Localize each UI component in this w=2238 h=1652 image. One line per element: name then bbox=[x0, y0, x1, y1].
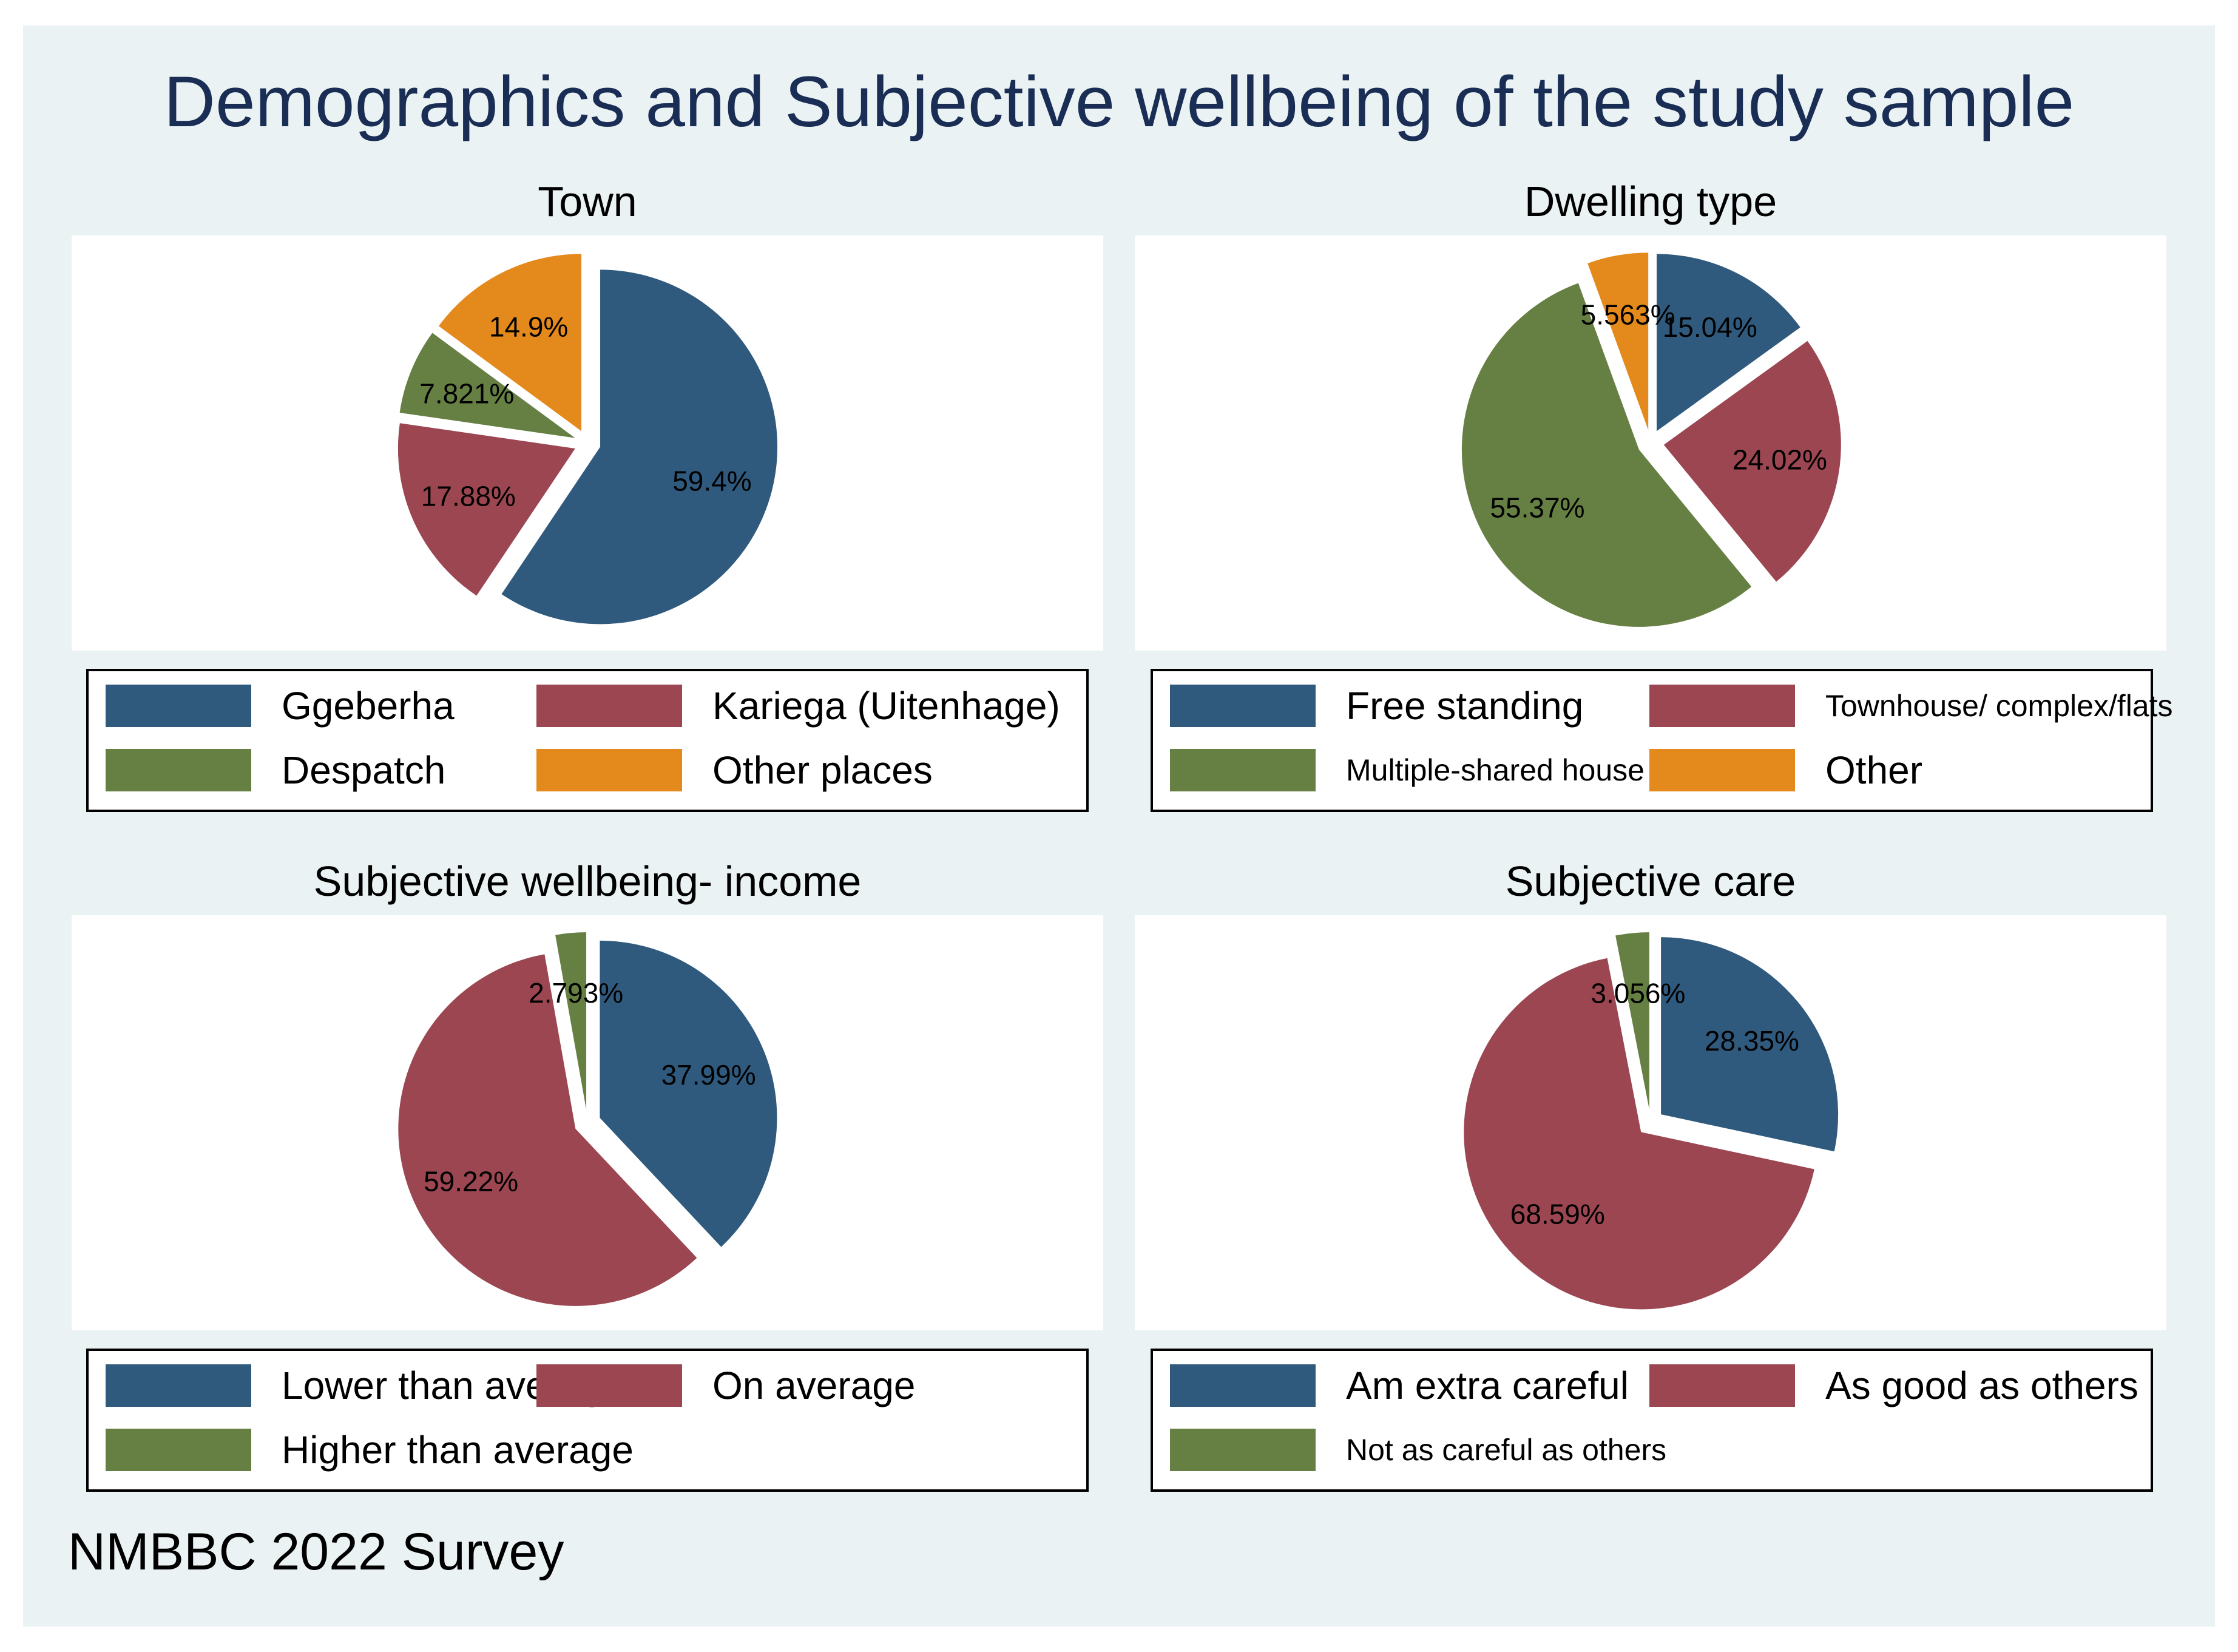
pie-slice-higher-than-average bbox=[555, 932, 587, 1110]
legend-swatch bbox=[1649, 685, 1795, 727]
pie-label-higher-than-average: 2.793% bbox=[529, 977, 623, 1009]
legend-swatch bbox=[1170, 1364, 1316, 1407]
legend-label: Am extra careful bbox=[1346, 1364, 1629, 1407]
legend-swatch bbox=[106, 1429, 251, 1471]
legend-label: Despatch bbox=[282, 748, 446, 792]
pie-slice-free-standing bbox=[1657, 254, 1800, 432]
pie-slice-as-good-as-others bbox=[1464, 958, 1814, 1310]
source-note: NMBBC 2022 Survey bbox=[68, 1523, 564, 1581]
legend-swatch bbox=[106, 685, 251, 727]
pie-slice-ggeberha bbox=[501, 269, 778, 625]
pie-plot-subjective-care: 28.35% 68.59% 3.056% bbox=[1135, 915, 2166, 1330]
pie-slice-other-places bbox=[438, 254, 582, 432]
pie-label-free-standing: 15.04% bbox=[1663, 311, 1757, 343]
legend-swatch bbox=[1170, 1429, 1316, 1471]
pie-slice-other bbox=[1587, 252, 1649, 430]
legend-swatch bbox=[1649, 749, 1795, 791]
legend-label: Ggeberha bbox=[282, 684, 455, 728]
pie-slice-not-as-careful-as-others bbox=[1615, 932, 1649, 1110]
legend-label: Higher than average bbox=[282, 1428, 634, 1472]
legend-label: On average bbox=[712, 1364, 916, 1407]
pie-label-other-places: 14.9% bbox=[489, 311, 568, 342]
pie-label-multiple-shared-house: 55.37% bbox=[1490, 492, 1584, 523]
pie-label-despatch: 7.821% bbox=[419, 378, 514, 410]
pie-slice-kariega-uitenhage bbox=[397, 423, 575, 596]
legend-label: Kariega (Uitenhage) bbox=[712, 684, 1060, 728]
pie-label-ggeberha: 59.4% bbox=[672, 465, 751, 496]
legend-label: Townhouse/ complex/flats bbox=[1825, 689, 2173, 723]
main-title: Demographics and Subjective wellbeing of… bbox=[163, 62, 2075, 142]
legend-swatch bbox=[106, 749, 251, 791]
legend-swatch bbox=[536, 685, 682, 727]
legend-label: Other places bbox=[712, 748, 933, 792]
legend-swatch bbox=[1649, 1364, 1795, 1407]
pie-slice-townhouse-complex-flats bbox=[1663, 340, 1841, 582]
legend-label: As good as others bbox=[1825, 1364, 2138, 1407]
panel-title-subjective-care: Subjective care bbox=[1505, 858, 1796, 905]
legend-swatch bbox=[536, 1364, 682, 1407]
pie-plot-dwelling-type: 15.04% 24.02% 55.37% 5.563% bbox=[1135, 235, 2166, 651]
pie-label-on-average: 59.22% bbox=[424, 1165, 518, 1197]
pie-svg: 37.99% 59.22% 2.793% bbox=[398, 932, 777, 1306]
pie-label-not-as-careful-as-others: 3.056% bbox=[1591, 977, 1685, 1009]
panel-title-wellbeing-income: Subjective wellbeing- income bbox=[313, 858, 862, 905]
pie-slice-on-average bbox=[398, 954, 697, 1306]
pie-label-as-good-as-others: 68.59% bbox=[1510, 1198, 1605, 1230]
panel-title-town: Town bbox=[538, 178, 637, 225]
pie-slice-multiple-shared-house bbox=[1461, 283, 1752, 627]
legend-dwelling-type: Free standing Townhouse/ complex/flats Mul… bbox=[1151, 669, 2173, 812]
pie-label-kariega-uitenhage: 17.88% bbox=[421, 480, 516, 512]
legend-town: Ggeberha Kariega (Uitenhage) Despatch Other… bbox=[86, 669, 1089, 812]
legend-swatch bbox=[1170, 685, 1316, 727]
panel-title-dwelling-type: Dwelling type bbox=[1524, 178, 1777, 225]
legend-label: Other bbox=[1825, 748, 1923, 792]
pie-label-townhouse-complex-flats: 24.02% bbox=[1733, 444, 1827, 476]
pie-label-other: 5.563% bbox=[1581, 299, 1675, 331]
pie-label-am-extra-careful: 28.35% bbox=[1705, 1025, 1799, 1057]
legend-label: Free standing bbox=[1346, 684, 1584, 728]
pie-plot-town: 59.4% 17.88% 7.821% 14.9% bbox=[72, 235, 1103, 651]
legend-swatch bbox=[106, 1364, 251, 1407]
legend-swatch bbox=[536, 749, 682, 791]
pie-svg: 15.04% 24.02% 55.37% 5.563% bbox=[1461, 252, 1841, 627]
pie-plot-wellbeing-income: 37.99% 59.22% 2.793% bbox=[72, 915, 1103, 1330]
pie-svg: 59.4% 17.88% 7.821% 14.9% bbox=[397, 254, 778, 625]
legend-subjective-care: Am extra careful As good as others Not as … bbox=[1151, 1349, 2153, 1492]
pie-slice-am-extra-careful bbox=[1661, 937, 1839, 1152]
legend-wellbeing-income: Lower than average On average Higher than … bbox=[86, 1349, 1089, 1492]
pie-label-lower-than-average: 37.99% bbox=[661, 1059, 756, 1091]
legend-label: Not as careful as others bbox=[1346, 1433, 1667, 1467]
legend-label: Multiple-shared house bbox=[1346, 753, 1645, 787]
pie-slice-despatch bbox=[399, 333, 575, 438]
legend-swatch bbox=[1170, 749, 1316, 791]
pie-slice-lower-than-average bbox=[600, 940, 777, 1247]
pie-svg: 28.35% 68.59% 3.056% bbox=[1464, 932, 1839, 1310]
